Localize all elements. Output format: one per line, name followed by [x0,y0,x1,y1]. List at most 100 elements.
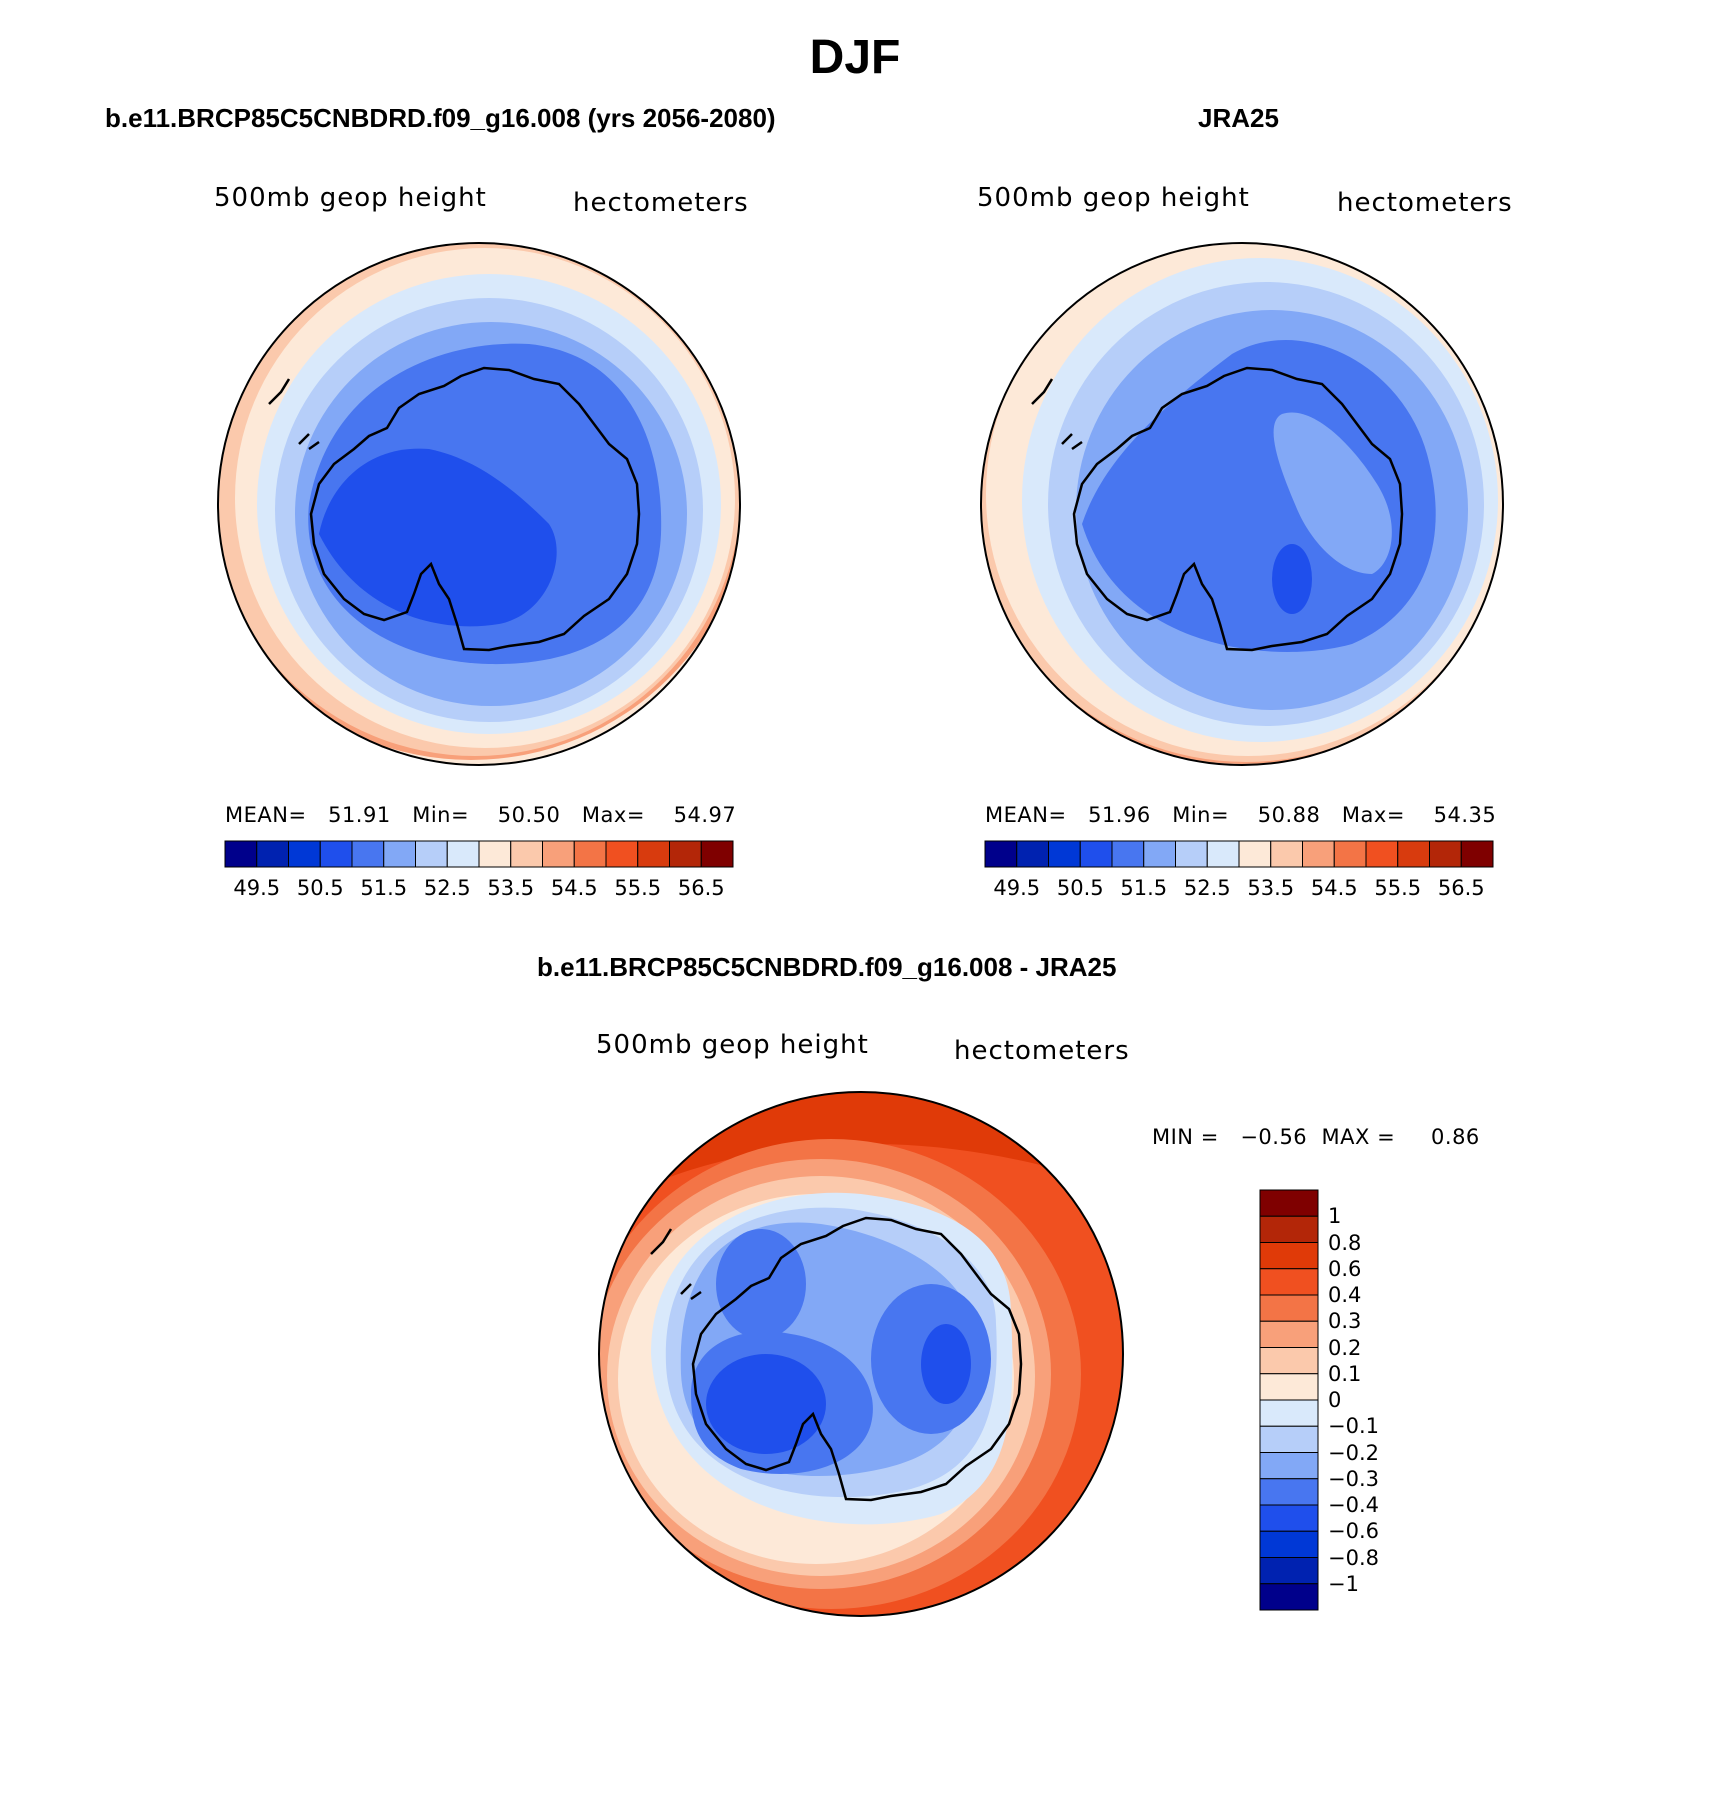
panel-3-title: b.e11.BRCP85C5CNBDRD.f09_g16.008 - JRA25 [537,952,1117,982]
colorbar-swatch [984,840,1018,868]
colorbar-swatch [1429,840,1462,868]
colorbar-tick-label: 0.1 [1328,1361,1362,1386]
colorbar-swatch [1259,1557,1319,1585]
colorbar-swatch [700,840,734,868]
panel-1-stats: MEAN= 51.91 Min= 50.50 Max= 54.97 [225,803,737,827]
colorbar-swatch [1143,840,1176,868]
colorbar-swatch [1259,1268,1319,1296]
panel-2-colorbar [984,840,1494,868]
colorbar-swatch [1016,840,1049,868]
colorbar-swatch [1079,840,1113,868]
colorbar-swatch [637,840,670,868]
colorbar-tick-label: −1 [1328,1571,1359,1596]
colorbar-swatch [1259,1215,1319,1243]
panel-2-field-label: 500mb geop height [977,183,1250,213]
colorbar-swatch [319,840,353,868]
colorbar-tick-label: −0.2 [1328,1440,1379,1465]
panel-1-polar-map [217,242,741,766]
antarctica-coastline [691,1216,1023,1502]
colorbar-tick-label: 53.5 [487,876,535,900]
colorbar-swatch [573,840,607,868]
colorbar-swatch [415,840,448,868]
colorbar-tick-label: 50.5 [296,876,344,900]
panel-3-stats: MIN = −0.56 MAX = 0.86 [1152,1125,1480,1149]
colorbar-swatch [1333,840,1367,868]
colorbar-swatch [351,840,385,868]
colorbar-swatch [669,840,702,868]
colorbar-tick-label: 50.5 [1056,876,1104,900]
colorbar-swatch [1270,840,1303,868]
colorbar-tick-label: 52.5 [423,876,471,900]
colorbar-swatch [1259,1478,1319,1506]
colorbar-tick-label: 0 [1328,1388,1342,1412]
colorbar-tick-label: 0.2 [1328,1335,1362,1360]
colorbar-swatch [478,840,512,868]
colorbar-swatch [446,840,480,868]
colorbar-tick-label: 53.5 [1247,876,1295,900]
colorbar-swatch [1259,1504,1319,1532]
panel-1-field-label: 500mb geop height [214,183,487,213]
colorbar-tick-label: 55.5 [614,876,662,900]
colorbar-tick-label: −0.4 [1328,1493,1379,1517]
colorbar-swatch [1238,840,1272,868]
colorbar-tick-label: 1 [1328,1204,1342,1229]
colorbar-tick-label: 51.5 [1120,876,1168,900]
colorbar-swatch [1048,840,1081,868]
panel-3-colorbar [1259,1189,1319,1611]
colorbar-swatch [1259,1452,1319,1480]
colorbar-tick-label: 49.5 [233,876,281,900]
colorbar-swatch [256,840,289,868]
antarctica-coastline [309,366,641,652]
panel-3-polar-map [598,1091,1124,1617]
colorbar-swatch [510,840,543,868]
colorbar-swatch [1259,1189,1319,1217]
colorbar-tick-label: −0.3 [1328,1466,1379,1491]
colorbar-swatch [224,840,258,868]
colorbar-tick-label: 54.5 [550,876,598,900]
colorbar-swatch [1259,1399,1319,1427]
colorbar-tick-label: 52.5 [1183,876,1231,900]
panel-1-units-label: hectometers [573,188,749,218]
colorbar-swatch [1365,840,1399,868]
colorbar-tick-label: 0.4 [1328,1283,1362,1307]
colorbar-swatch [1111,840,1145,868]
panel-3-field-label: 500mb geop height [596,1030,869,1060]
colorbar-swatch [1259,1320,1319,1348]
colorbar-swatch [1206,840,1240,868]
panel-1-colorbar [224,840,734,868]
panel-2-units-label: hectometers [1337,188,1513,218]
panel-3-units-label: hectometers [954,1036,1130,1066]
colorbar-tick-label: 56.5 [677,876,725,900]
colorbar-tick-label: 54.5 [1310,876,1358,900]
colorbar-tick-label: 55.5 [1374,876,1422,900]
colorbar-swatch [1259,1583,1319,1611]
main-title: DJF [809,31,901,84]
colorbar-tick-label: 49.5 [993,876,1041,900]
colorbar-tick-label: 51.5 [360,876,408,900]
colorbar-swatch [383,840,416,868]
colorbar-tick-label: 0.8 [1328,1230,1362,1255]
panel-2-polar-map [980,242,1504,766]
colorbar-tick-label: −0.8 [1328,1545,1379,1570]
colorbar-tick-label: 0.3 [1328,1309,1362,1334]
colorbar-swatch [1259,1242,1319,1270]
colorbar-tick-label: 56.5 [1437,876,1485,900]
colorbar-tick-label: −0.6 [1328,1519,1379,1544]
colorbar-swatch [1259,1294,1319,1322]
colorbar-swatch [1259,1425,1319,1453]
antarctica-coastline [1072,366,1404,652]
colorbar-swatch [1259,1530,1319,1558]
panel-2-stats: MEAN= 51.96 Min= 50.88 Max= 54.35 [985,803,1497,827]
colorbar-tick-label: 0.6 [1328,1256,1362,1281]
colorbar-swatch [1259,1373,1319,1401]
panel-1-title: b.e11.BRCP85C5CNBDRD.f09_g16.008 (yrs 20… [105,103,776,133]
colorbar-swatch [1460,840,1494,868]
colorbar-swatch [605,840,639,868]
colorbar-swatch [288,840,321,868]
colorbar-tick-label: −0.1 [1328,1414,1379,1439]
colorbar-swatch [1302,840,1335,868]
colorbar-swatch [1397,840,1430,868]
colorbar-swatch [1175,840,1208,868]
colorbar-swatch [1259,1347,1319,1375]
panel-2-title: JRA25 [1198,103,1279,133]
